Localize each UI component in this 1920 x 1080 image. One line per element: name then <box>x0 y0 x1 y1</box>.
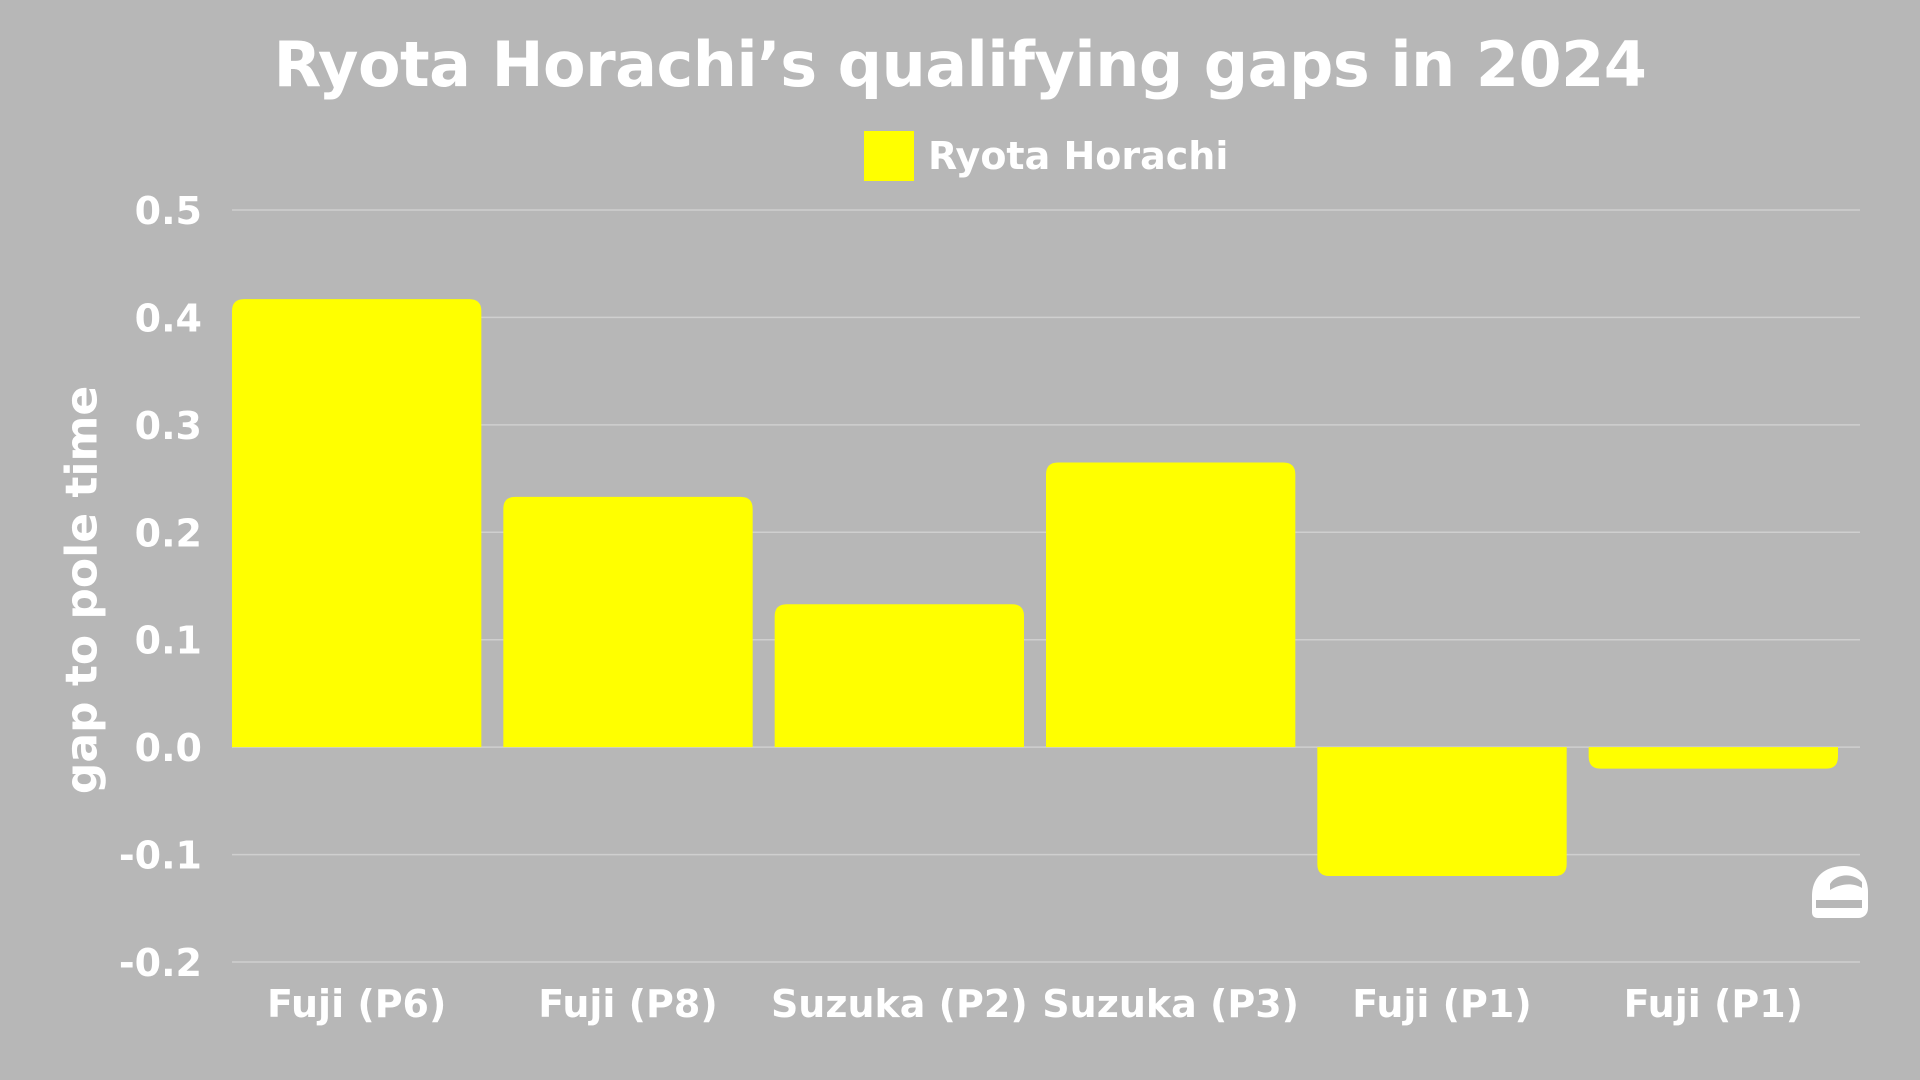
bar <box>232 299 482 748</box>
x-tick-label: Suzuka (P3) <box>1042 982 1299 1026</box>
y-tick-label: 0.1 <box>135 619 202 663</box>
x-tick-label: Fuji (P6) <box>267 982 446 1026</box>
x-tick-label: Fuji (P8) <box>538 982 717 1026</box>
x-tick-label: Suzuka (P2) <box>771 982 1028 1026</box>
y-tick-label: 0.5 <box>135 189 202 233</box>
chart-title: Ryota Horachi’s qualifying gaps in 2024 <box>273 28 1647 101</box>
x-tick-label: Fuji (P1) <box>1352 982 1531 1026</box>
bar <box>1317 747 1567 877</box>
y-tick-label: 0.2 <box>135 511 202 555</box>
bar <box>503 496 753 748</box>
y-tick-label: -0.1 <box>119 834 202 878</box>
y-tick-label: 0.3 <box>135 404 202 448</box>
x-tick-label: Fuji (P1) <box>1624 982 1803 1026</box>
legend-swatch <box>864 131 914 181</box>
helmet-icon <box>1812 866 1868 918</box>
legend: Ryota Horachi <box>864 128 1228 184</box>
y-tick-label: 0.0 <box>135 726 202 770</box>
y-tick-label: 0.4 <box>135 296 202 340</box>
bar <box>1588 747 1838 769</box>
bar <box>774 604 1024 748</box>
legend-label: Ryota Horachi <box>928 134 1229 178</box>
bar <box>1046 462 1296 748</box>
y-tick-label: -0.2 <box>119 941 202 985</box>
